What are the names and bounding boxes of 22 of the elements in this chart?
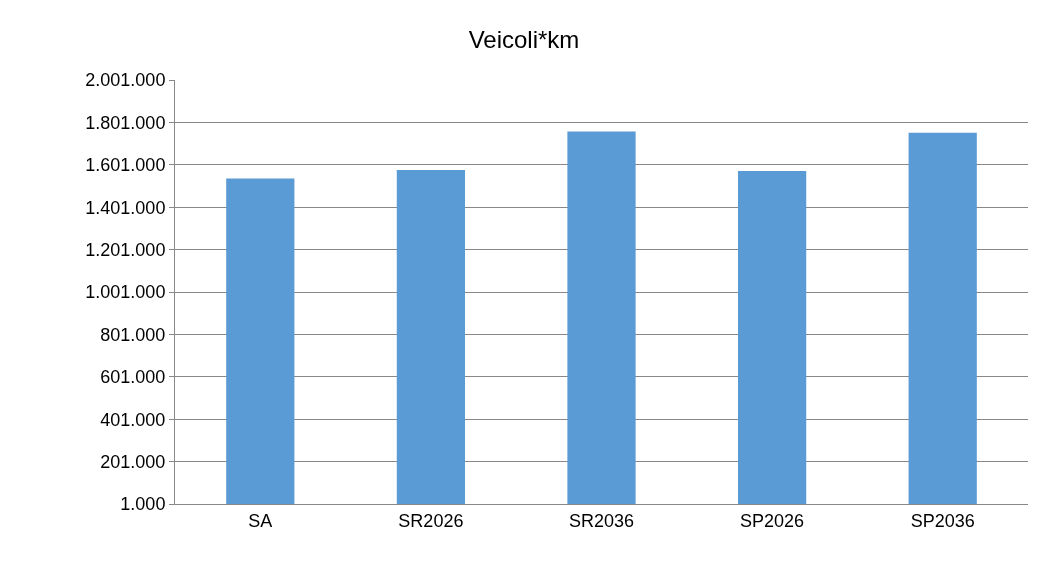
y-tick-label: 1.401.000 [85, 197, 166, 218]
y-tick-label: 1.601.000 [85, 155, 166, 176]
bar [737, 170, 807, 504]
x-tick-label: SR2036 [568, 510, 635, 531]
y-tick-label: 1.000 [120, 494, 166, 515]
y-tick-label: 1.001.000 [85, 282, 166, 303]
y-tick-label: 2.001.000 [85, 70, 166, 91]
y-tick-label: 1.201.000 [85, 239, 166, 260]
chart-title: Veicoli*km [468, 25, 580, 53]
bar [226, 178, 295, 504]
x-tick-label: SP2026 [740, 510, 805, 531]
bar [908, 132, 977, 504]
y-tick-label: 801.000 [100, 324, 166, 345]
x-tick-label: SA [248, 510, 273, 531]
x-tick-label: SP2036 [910, 510, 975, 531]
y-tick-label: 601.000 [100, 367, 166, 388]
bar [396, 169, 466, 504]
y-tick-label: 1.801.000 [85, 112, 166, 133]
y-tick-label: 201.000 [100, 451, 166, 472]
bar [567, 131, 636, 504]
x-tick-label: SR2026 [398, 510, 464, 531]
y-tick-label: 401.000 [100, 409, 166, 430]
